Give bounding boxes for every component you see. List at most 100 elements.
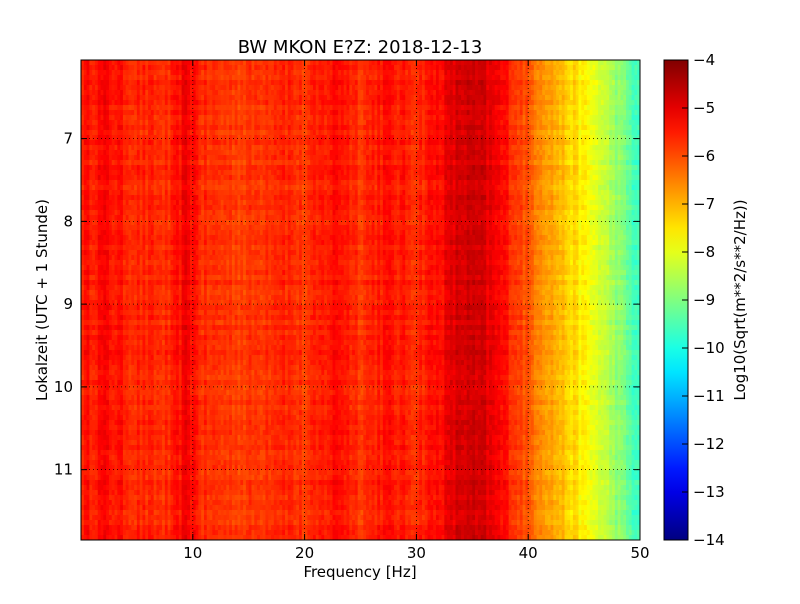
heatmap-cell <box>100 390 104 396</box>
heatmap-cell <box>83 330 88 336</box>
heatmap-cell <box>134 205 138 211</box>
heatmap-cell <box>86 75 90 81</box>
heatmap-cell <box>128 420 132 426</box>
heatmap-cell <box>111 385 116 391</box>
heatmap-cell <box>94 60 99 66</box>
heatmap-cell <box>134 300 138 306</box>
heatmap-cell <box>103 110 107 116</box>
heatmap-cell <box>94 155 99 161</box>
heatmap-cell <box>92 435 96 441</box>
heatmap-cell <box>131 180 135 186</box>
heatmap-cell <box>122 330 127 336</box>
heatmap-cell <box>86 385 90 391</box>
heatmap-cell <box>108 280 113 286</box>
heatmap-cell <box>94 245 99 251</box>
heatmap-cell <box>122 405 127 411</box>
heatmap-cell <box>103 150 107 156</box>
heatmap-cell <box>103 170 107 176</box>
heatmap-cell <box>114 125 118 131</box>
heatmap-cell <box>81 210 85 216</box>
heatmap-cell <box>106 365 110 371</box>
heatmap-cell <box>100 445 104 451</box>
heatmap-cell <box>111 515 116 521</box>
heatmap-cell <box>125 505 130 511</box>
heatmap-cell <box>103 440 107 446</box>
heatmap-cell <box>81 240 85 246</box>
heatmap-cell <box>111 310 116 316</box>
heatmap-cell <box>128 135 132 141</box>
heatmap-cell <box>108 235 113 241</box>
heatmap-cell <box>89 135 93 141</box>
heatmap-cell <box>103 375 107 381</box>
heatmap-cell <box>125 180 130 186</box>
heatmap-cell <box>89 180 93 186</box>
heatmap-cell <box>97 250 102 256</box>
heatmap-cell <box>131 185 135 191</box>
heatmap-cell <box>100 505 104 511</box>
heatmap-cell <box>122 140 127 146</box>
heatmap-cell <box>83 510 88 516</box>
heatmap-cell <box>122 335 127 341</box>
heatmap-cell <box>106 325 110 331</box>
heatmap-cell <box>83 455 88 461</box>
heatmap-cell <box>83 495 88 501</box>
heatmap-cell <box>128 345 132 351</box>
heatmap-cell <box>122 125 127 131</box>
heatmap-cell <box>122 500 127 506</box>
heatmap-cell <box>111 470 116 476</box>
heatmap-cell <box>108 455 113 461</box>
heatmap-cell <box>94 145 99 151</box>
heatmap-cell <box>100 120 104 126</box>
heatmap-cell <box>114 430 118 436</box>
heatmap-cell <box>122 70 127 76</box>
heatmap-cell <box>81 150 85 156</box>
heatmap-cell <box>128 85 132 91</box>
heatmap-cell <box>136 60 141 66</box>
heatmap-cell <box>122 165 127 171</box>
heatmap-cell <box>114 400 118 406</box>
heatmap-cell <box>131 500 135 506</box>
spectrogram-heatmap <box>81 60 640 540</box>
heatmap-cell <box>97 160 102 166</box>
heatmap-cell <box>94 300 99 306</box>
heatmap-cell <box>128 530 132 536</box>
heatmap-cell <box>111 520 116 526</box>
heatmap-cell <box>83 220 88 226</box>
heatmap-cell <box>103 310 107 316</box>
heatmap-cell <box>100 365 104 371</box>
heatmap-cell <box>86 505 90 511</box>
heatmap-cell <box>83 185 88 191</box>
heatmap-cell <box>117 410 121 416</box>
heatmap-cell <box>120 525 124 531</box>
heatmap-cell <box>136 80 141 86</box>
heatmap-cell <box>122 450 127 456</box>
heatmap-cell <box>122 415 127 421</box>
heatmap-cell <box>134 430 138 436</box>
heatmap-cell <box>120 130 124 136</box>
heatmap-cell <box>111 325 116 331</box>
heatmap-cell <box>103 385 107 391</box>
heatmap-cell <box>111 405 116 411</box>
heatmap-cell <box>134 235 138 241</box>
heatmap-cell <box>117 235 121 241</box>
heatmap-cell <box>131 110 135 116</box>
heatmap-cell <box>134 115 138 121</box>
heatmap-cell <box>120 195 124 201</box>
heatmap-cell <box>86 230 90 236</box>
heatmap-cell <box>103 290 107 296</box>
heatmap-cell <box>100 395 104 401</box>
heatmap-cell <box>108 525 113 531</box>
heatmap-cell <box>83 190 88 196</box>
heatmap-cell <box>125 130 130 136</box>
heatmap-cell <box>97 465 102 471</box>
heatmap-cell <box>125 225 130 231</box>
heatmap-cell <box>100 480 104 486</box>
heatmap-cell <box>125 285 130 291</box>
heatmap-cell <box>92 535 96 540</box>
heatmap-cell <box>125 110 130 116</box>
heatmap-cell <box>81 325 85 331</box>
heatmap-cell <box>97 125 102 131</box>
heatmap-cell <box>86 465 90 471</box>
heatmap-cell <box>89 490 93 496</box>
heatmap-cell <box>86 470 90 476</box>
